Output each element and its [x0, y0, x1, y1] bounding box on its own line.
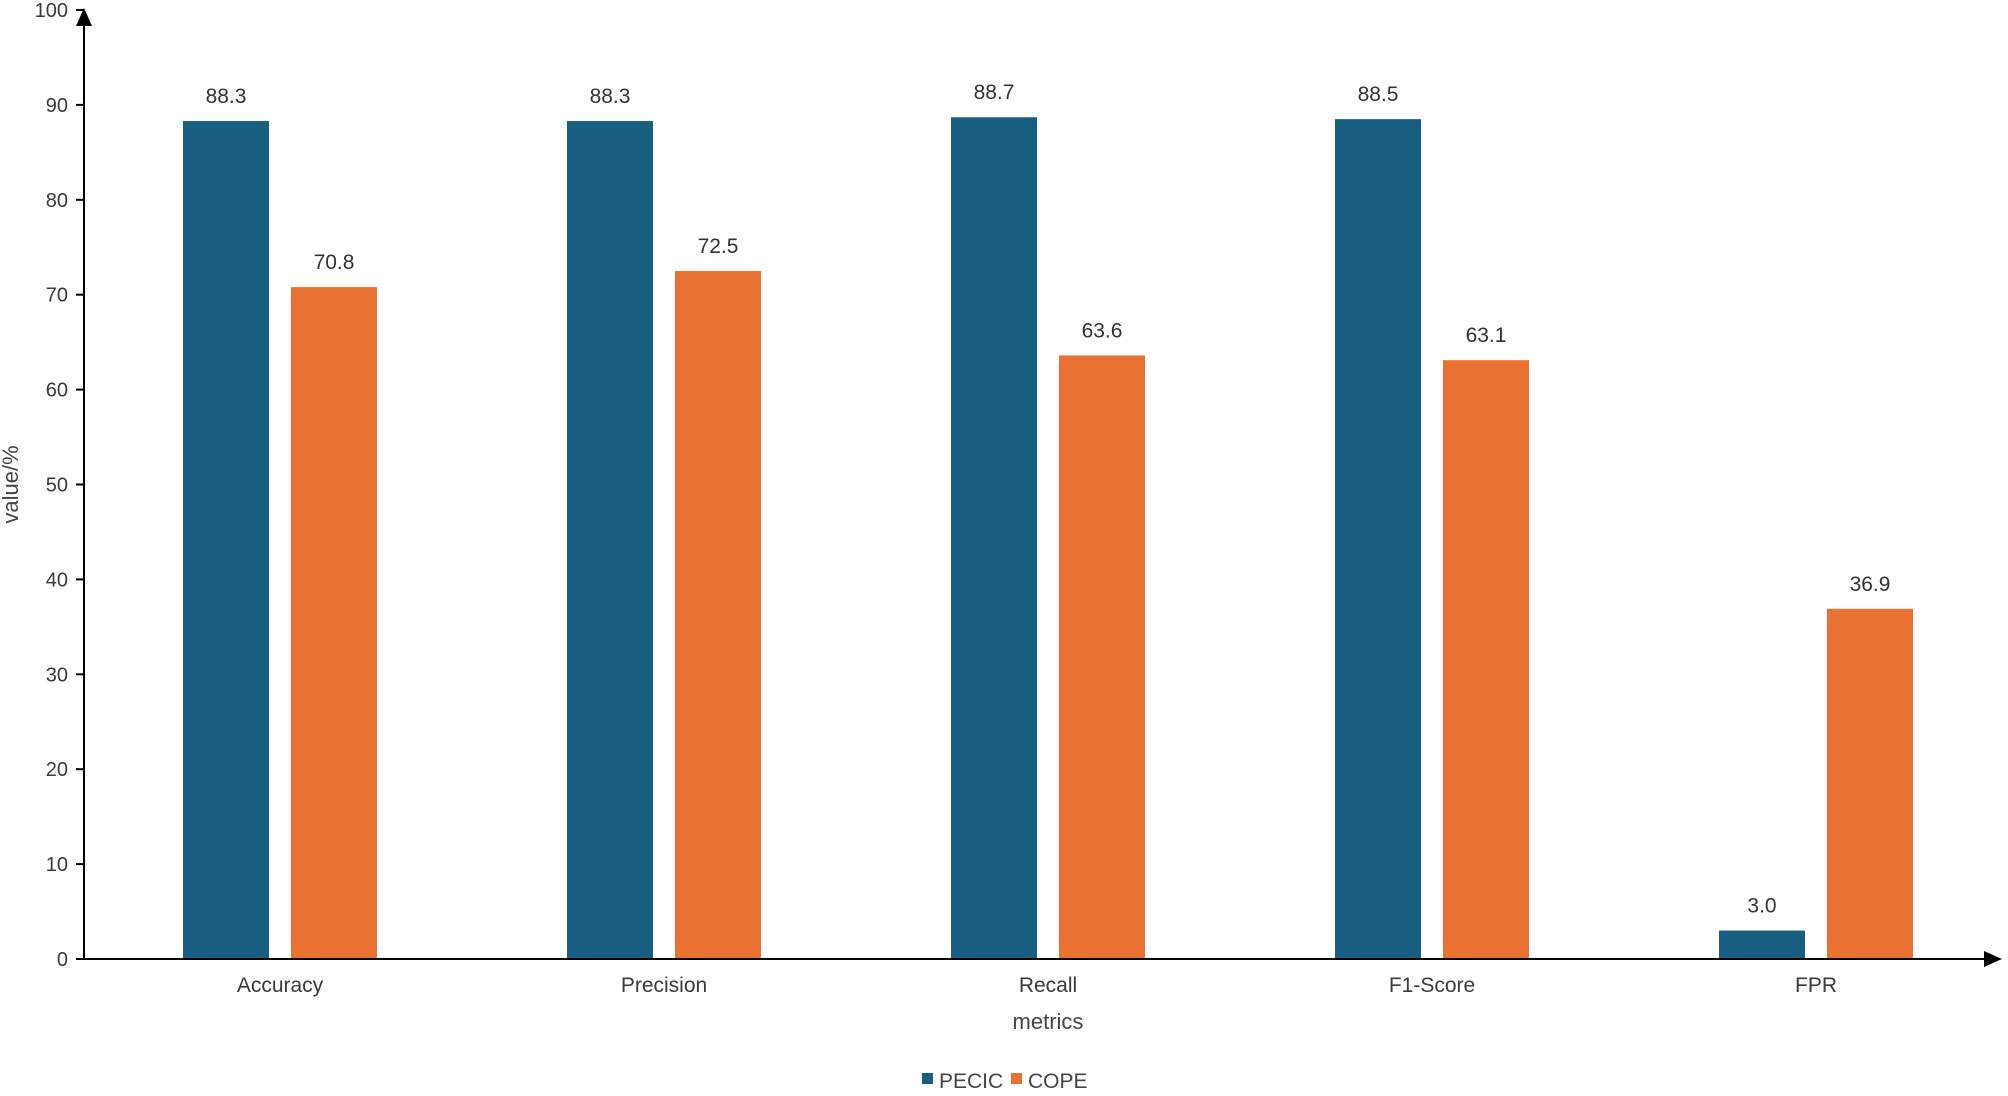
y-tick-label: 100: [35, 0, 68, 22]
bar-cope-accuracy: [291, 287, 377, 959]
bar-cope-recall: [1059, 355, 1145, 959]
data-label-cope-fpr: 36.9: [1850, 573, 1891, 596]
y-tick-label: 90: [46, 95, 68, 117]
data-label-pecic-precision: 88.3: [590, 85, 631, 108]
data-label-cope-accuracy: 70.8: [314, 251, 355, 274]
legend-swatch-cope: [1011, 1073, 1022, 1084]
data-label-cope-recall: 63.6: [1082, 319, 1123, 342]
x-tick-label: Recall: [1019, 974, 1077, 997]
bar-cope-f1-score: [1443, 360, 1529, 959]
y-tick-label: 10: [46, 854, 68, 876]
legend-label-cope: COPE: [1028, 1070, 1088, 1093]
x-axis-arrow: [1984, 951, 2002, 967]
y-tick-label: 50: [46, 475, 68, 497]
data-label-pecic-recall: 88.7: [974, 81, 1015, 104]
y-tick-label: 70: [46, 285, 68, 307]
bar-pecic-precision: [567, 121, 653, 959]
x-axis-title: metrics: [1013, 1009, 1084, 1034]
y-tick-label: 60: [46, 380, 68, 402]
data-label-cope-precision: 72.5: [698, 235, 739, 258]
legend-swatch-pecic: [922, 1073, 933, 1084]
y-tick-label: 20: [46, 759, 68, 781]
bar-pecic-recall: [951, 117, 1037, 959]
x-tick-label: Accuracy: [237, 974, 324, 997]
data-label-pecic-f1-score: 88.5: [1358, 83, 1399, 106]
data-labels: 88.3 70.8 88.3 72.5 88.7 63.6 88.5 63.1 3.0 36.9: [206, 81, 1891, 917]
y-tick-label: 40: [46, 569, 68, 591]
y-tick-label: 30: [46, 664, 68, 686]
y-tick-label: 80: [46, 190, 68, 212]
legend: PECIC COPE: [922, 1070, 1088, 1093]
y-axis-ticks: 0 10 20 30 40 50 60 70 80 90 100: [35, 0, 84, 971]
bar-pecic-accuracy: [183, 121, 269, 959]
data-label-pecic-fpr: 3.0: [1747, 895, 1776, 918]
y-axis-title: value/%: [0, 445, 23, 523]
y-tick-label: 0: [57, 949, 68, 971]
x-tick-label: FPR: [1795, 974, 1837, 997]
bars: [183, 117, 1913, 960]
bar-cope-precision: [675, 270, 761, 960]
bar-pecic-fpr: [1719, 930, 1805, 959]
data-label-cope-f1-score: 63.1: [1466, 324, 1507, 347]
y-axis-arrow: [76, 8, 92, 26]
bar-pecic-f1-score: [1335, 119, 1421, 959]
bar-cope-fpr: [1827, 608, 1913, 959]
data-label-pecic-accuracy: 88.3: [206, 85, 247, 108]
x-tick-label: F1-Score: [1389, 974, 1475, 997]
x-tick-label: Precision: [621, 974, 707, 997]
x-axis-category-labels: Accuracy Precision Recall F1-Score FPR: [237, 974, 1837, 997]
legend-label-pecic: PECIC: [939, 1070, 1003, 1093]
